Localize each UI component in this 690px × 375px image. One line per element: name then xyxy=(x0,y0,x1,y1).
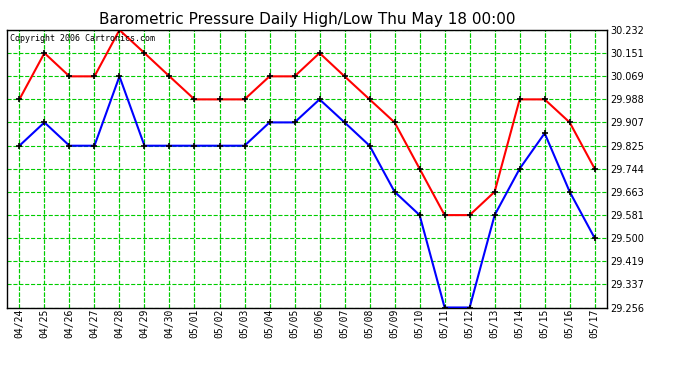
Title: Barometric Pressure Daily High/Low Thu May 18 00:00: Barometric Pressure Daily High/Low Thu M… xyxy=(99,12,515,27)
Text: Copyright 2006 Cartronics.com: Copyright 2006 Cartronics.com xyxy=(10,34,155,43)
